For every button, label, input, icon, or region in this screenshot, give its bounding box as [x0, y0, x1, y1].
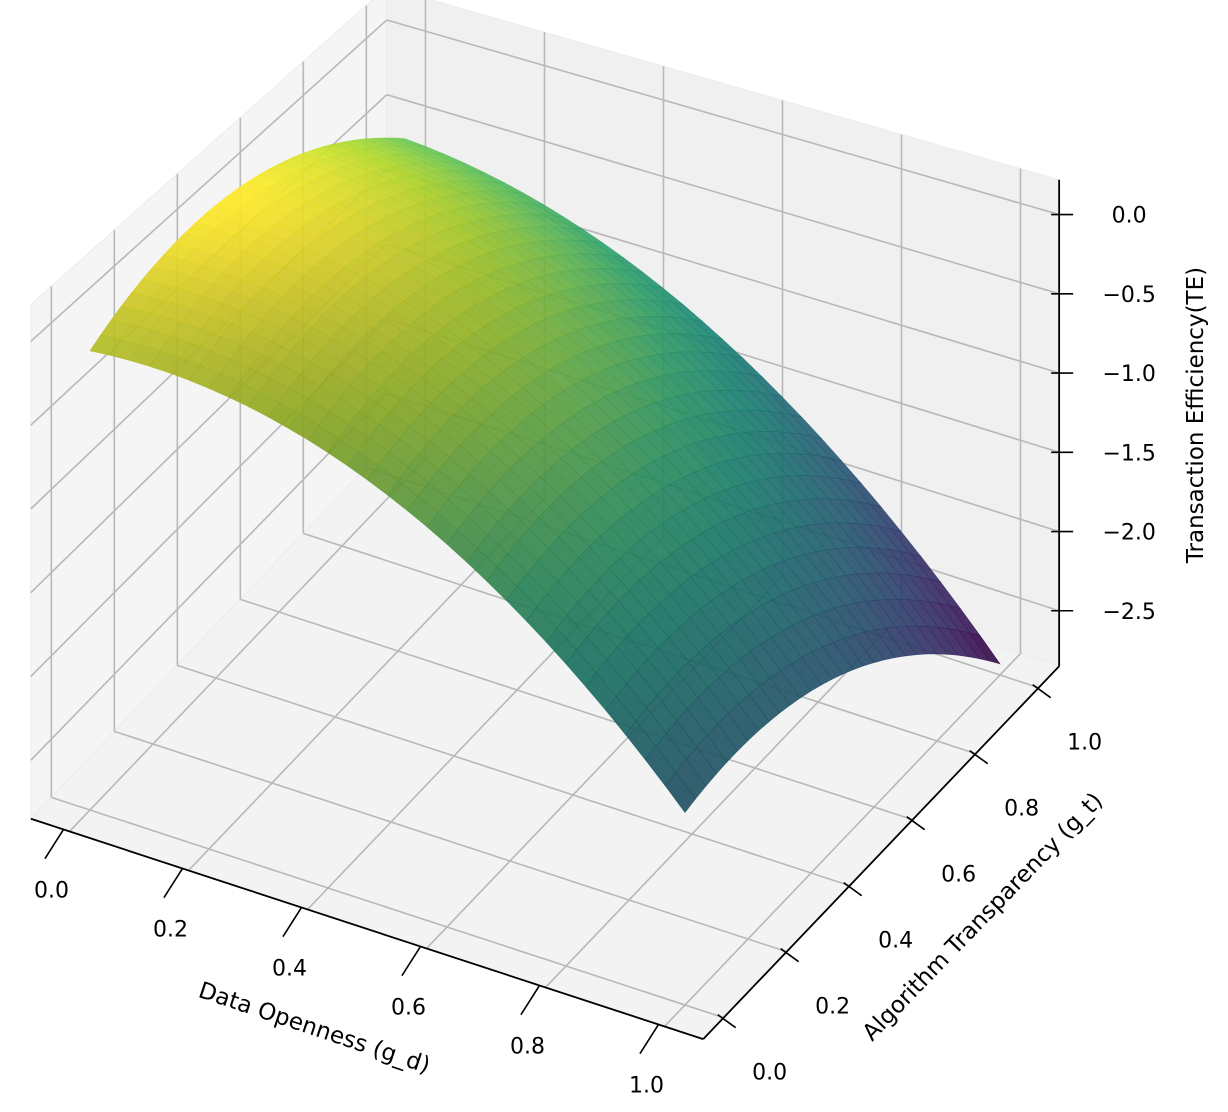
- z-tick-label: −0.5: [1102, 283, 1155, 308]
- surface-mesh: [89, 137, 1001, 813]
- z-tick-label: −1.0: [1102, 362, 1155, 387]
- z-tick-label: 0.0: [1112, 204, 1147, 229]
- y-axis-line: [702, 665, 1060, 1040]
- y-tick-label: 0.2: [815, 995, 850, 1020]
- y-tick-mark: [717, 1014, 737, 1029]
- z-axis-label: Transaction Efficiency(TE): [1183, 267, 1209, 564]
- x-tick-label: 0.6: [391, 995, 426, 1020]
- y-gridline-floor: [51, 796, 724, 1019]
- y-tick-label: 1.0: [1067, 731, 1102, 756]
- y-tick-mark: [780, 948, 800, 963]
- axis-lines: [30, 179, 1074, 1055]
- x-tick-mark: [520, 985, 541, 1016]
- x-tick-label: 1.0: [629, 1073, 664, 1098]
- x-tick-mark: [282, 907, 303, 938]
- y-tick-label: 0.0: [752, 1061, 787, 1086]
- z-tick-label: −1.5: [1102, 441, 1155, 466]
- x-tick-label: 0.0: [34, 878, 69, 903]
- z-gridline-left: [30, 19, 388, 342]
- x-tick-mark: [163, 868, 184, 899]
- y-tick-label: 0.4: [878, 929, 913, 954]
- x-tick-label: 0.8: [510, 1034, 545, 1059]
- y-gridline-floor: [177, 664, 850, 887]
- y-tick-mark: [843, 882, 863, 897]
- y-tick-mark: [1032, 684, 1052, 699]
- y-tick-label: 0.6: [941, 863, 976, 888]
- x-gridline-floor: [68, 457, 427, 833]
- x-gridline-floor: [544, 613, 903, 989]
- x-tick-mark: [639, 1024, 660, 1055]
- z-gridline-back: [386, 19, 1060, 216]
- surface-facet: [664, 771, 696, 813]
- x-tick-label: 0.2: [153, 917, 188, 942]
- y-tick-mark: [906, 816, 926, 831]
- y-gridline-floor: [240, 598, 913, 821]
- x-gridline-floor: [663, 652, 1022, 1028]
- x-axis-line: [30, 817, 704, 1040]
- x-tick-label: 0.4: [272, 956, 307, 981]
- x-tick-mark: [44, 829, 65, 860]
- z-gridline-back: [386, 93, 1060, 295]
- y-tick-mark: [969, 750, 989, 765]
- z-tick-label: −2.5: [1102, 600, 1155, 625]
- tick-labels: 0.0 0.2 0.4 0.6 0.8 1.0 0.0 0.2 0.4 0.6 0.8 1.0 0.0 −…: [34, 204, 1156, 1099]
- x-tick-mark: [401, 946, 422, 977]
- y-gridline-floor: [114, 730, 787, 953]
- x-axis-label: Data Openness (g_d): [195, 978, 433, 1080]
- z-gridline-left: [30, 393, 388, 761]
- y-tick-label: 0.8: [1004, 797, 1039, 822]
- z-tick-label: −2.0: [1102, 521, 1155, 546]
